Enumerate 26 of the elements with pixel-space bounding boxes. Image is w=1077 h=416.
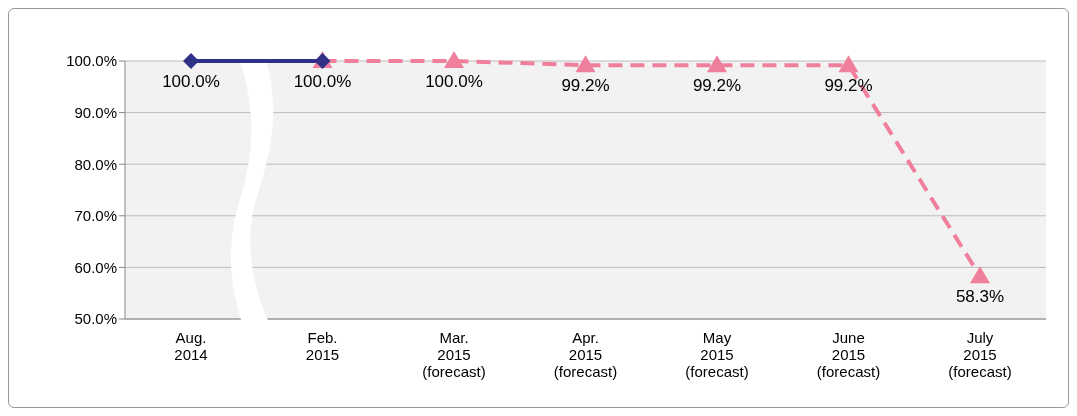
data-label: 100.0% xyxy=(162,72,220,91)
y-tick-label: 60.0% xyxy=(74,258,117,276)
y-tick-label: 50.0% xyxy=(74,310,117,328)
x-tick-label: Aug. 2014 xyxy=(174,329,208,363)
x-tick-label: June 2015 (forecast) xyxy=(816,329,881,380)
x-tick-label: Feb. 2015 xyxy=(305,329,340,363)
x-tick-label: Mar. 2015 (forecast) xyxy=(422,329,486,380)
point xyxy=(838,55,859,73)
data-label: 99.2% xyxy=(824,76,873,96)
data-label: 99.2% xyxy=(692,76,742,96)
point xyxy=(444,51,464,68)
x-tick-label: Apr. 2015 (forecast) xyxy=(553,329,618,380)
y-tick-label: 90.0% xyxy=(74,103,117,121)
x-tick-label: May 2015 (forecast) xyxy=(685,329,749,380)
y-tick-label: 100.0% xyxy=(66,52,117,70)
point xyxy=(970,266,990,284)
data-label: 58.3% xyxy=(955,287,1005,307)
y-tick-label: 80.0% xyxy=(74,155,117,173)
x-tick-label: July 2015 (forecast) xyxy=(948,329,1012,380)
point xyxy=(575,55,596,73)
y-tick-label: 70.0% xyxy=(74,207,117,225)
point xyxy=(183,53,199,69)
data-label: 100.0% xyxy=(425,72,483,91)
point xyxy=(707,55,727,73)
data-label: 100.0% xyxy=(293,72,352,91)
data-label: 99.2% xyxy=(561,76,610,96)
